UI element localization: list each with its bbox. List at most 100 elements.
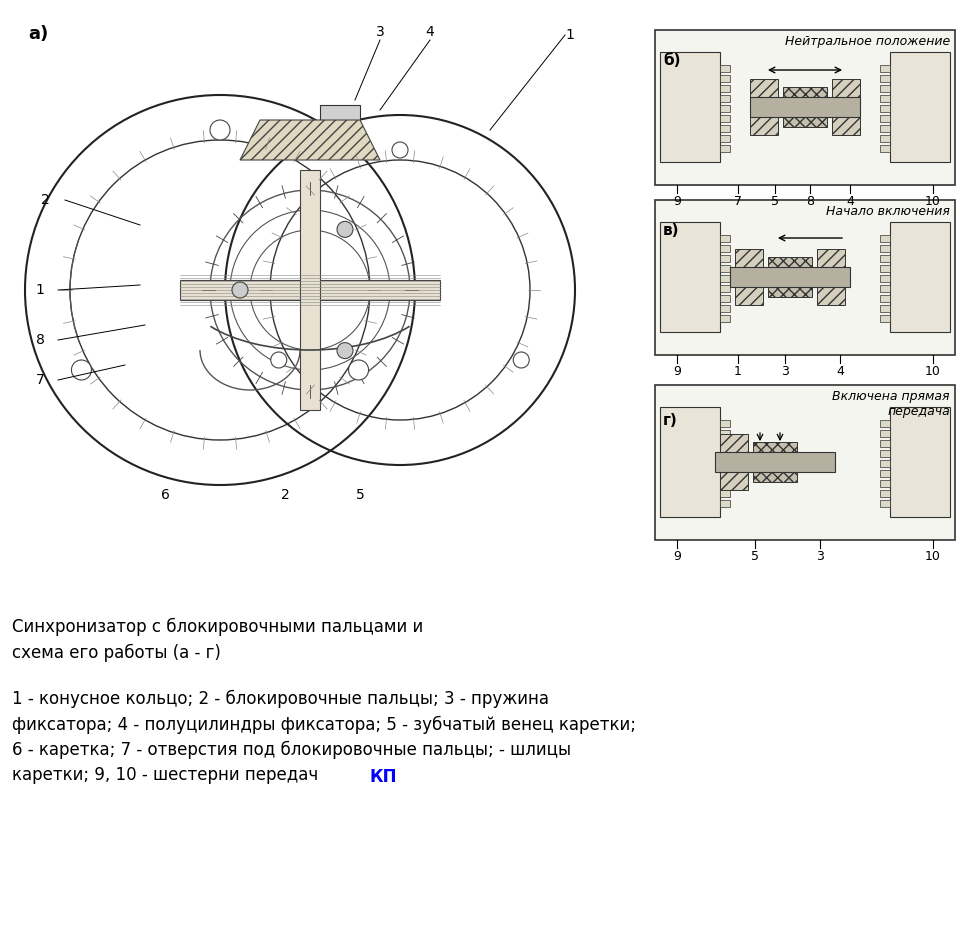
- Bar: [331, 130, 348, 150]
- Text: 4: 4: [425, 25, 434, 39]
- Circle shape: [336, 342, 353, 359]
- Bar: [719, 434, 747, 490]
- Bar: [299, 170, 320, 410]
- Circle shape: [513, 352, 529, 368]
- Bar: [719, 490, 730, 497]
- Bar: [879, 115, 890, 122]
- Bar: [879, 235, 890, 242]
- Bar: [719, 115, 730, 122]
- Bar: [879, 440, 890, 447]
- Bar: [879, 460, 890, 467]
- Text: 5: 5: [770, 195, 778, 207]
- Text: 4: 4: [845, 195, 853, 207]
- Text: 7: 7: [36, 373, 45, 387]
- Bar: [719, 440, 730, 447]
- Text: 3: 3: [375, 25, 384, 39]
- Bar: [180, 280, 440, 300]
- Circle shape: [348, 360, 368, 380]
- Bar: [730, 267, 849, 287]
- Bar: [654, 200, 954, 355]
- Circle shape: [72, 360, 91, 380]
- Bar: [719, 430, 730, 437]
- Bar: [879, 75, 890, 82]
- Bar: [719, 95, 730, 102]
- Bar: [879, 315, 890, 322]
- Bar: [719, 275, 730, 282]
- Bar: [879, 450, 890, 457]
- Bar: [654, 30, 954, 185]
- Text: 5: 5: [356, 488, 364, 502]
- Bar: [749, 97, 860, 117]
- Text: 8: 8: [805, 195, 813, 207]
- Text: 1: 1: [36, 283, 45, 297]
- Bar: [879, 305, 890, 312]
- Bar: [879, 125, 890, 132]
- Bar: [831, 79, 860, 135]
- Text: 5: 5: [750, 550, 758, 563]
- Bar: [719, 265, 730, 272]
- Bar: [659, 52, 719, 162]
- Bar: [719, 125, 730, 132]
- Bar: [719, 255, 730, 262]
- Bar: [659, 407, 719, 517]
- Text: 10: 10: [924, 364, 940, 377]
- Text: 9: 9: [672, 550, 680, 563]
- Text: 9: 9: [672, 195, 680, 207]
- Text: КП: КП: [369, 768, 397, 786]
- Bar: [719, 105, 730, 112]
- Bar: [654, 385, 954, 540]
- Text: Синхронизатор с блокировочными пальцами и: Синхронизатор с блокировочными пальцами …: [12, 618, 422, 637]
- Bar: [890, 407, 949, 517]
- Bar: [659, 222, 719, 332]
- Bar: [879, 470, 890, 477]
- Bar: [719, 75, 730, 82]
- Bar: [879, 275, 890, 282]
- Text: схема его работы (а - г): схема его работы (а - г): [12, 644, 221, 662]
- Text: б): б): [663, 52, 680, 67]
- Bar: [735, 249, 763, 305]
- Text: 2: 2: [41, 193, 49, 207]
- Text: 6: 6: [161, 488, 170, 502]
- Text: 2: 2: [280, 488, 289, 502]
- Bar: [879, 135, 890, 142]
- Text: г): г): [663, 412, 677, 428]
- Bar: [719, 450, 730, 457]
- Text: Нейтральное положение: Нейтральное положение: [784, 35, 949, 48]
- Circle shape: [232, 282, 248, 298]
- Bar: [879, 145, 890, 152]
- Bar: [879, 105, 890, 112]
- Bar: [879, 295, 890, 302]
- Polygon shape: [239, 120, 380, 160]
- Bar: [719, 305, 730, 312]
- Text: 10: 10: [924, 550, 940, 563]
- Circle shape: [270, 352, 287, 368]
- Bar: [719, 500, 730, 507]
- Bar: [879, 265, 890, 272]
- Text: 3: 3: [780, 364, 788, 377]
- Text: а): а): [28, 25, 48, 43]
- Bar: [714, 452, 834, 472]
- Bar: [752, 442, 797, 482]
- Bar: [719, 295, 730, 302]
- Text: 9: 9: [672, 364, 680, 377]
- Bar: [879, 65, 890, 72]
- Text: 1: 1: [734, 364, 741, 377]
- Bar: [890, 222, 949, 332]
- Bar: [719, 145, 730, 152]
- Circle shape: [336, 221, 353, 237]
- Bar: [879, 500, 890, 507]
- Bar: [879, 95, 890, 102]
- Bar: [719, 315, 730, 322]
- Text: 3: 3: [815, 550, 823, 563]
- Bar: [879, 255, 890, 262]
- Text: 4: 4: [835, 364, 843, 377]
- Bar: [879, 430, 890, 437]
- Text: 7: 7: [734, 195, 741, 207]
- Bar: [782, 87, 827, 127]
- Bar: [719, 135, 730, 142]
- Text: Включена прямая
передача: Включена прямая передача: [831, 390, 949, 418]
- Bar: [320, 105, 359, 135]
- Circle shape: [209, 120, 230, 140]
- Text: 10: 10: [924, 195, 940, 207]
- Text: Начало включения: Начало включения: [826, 205, 949, 218]
